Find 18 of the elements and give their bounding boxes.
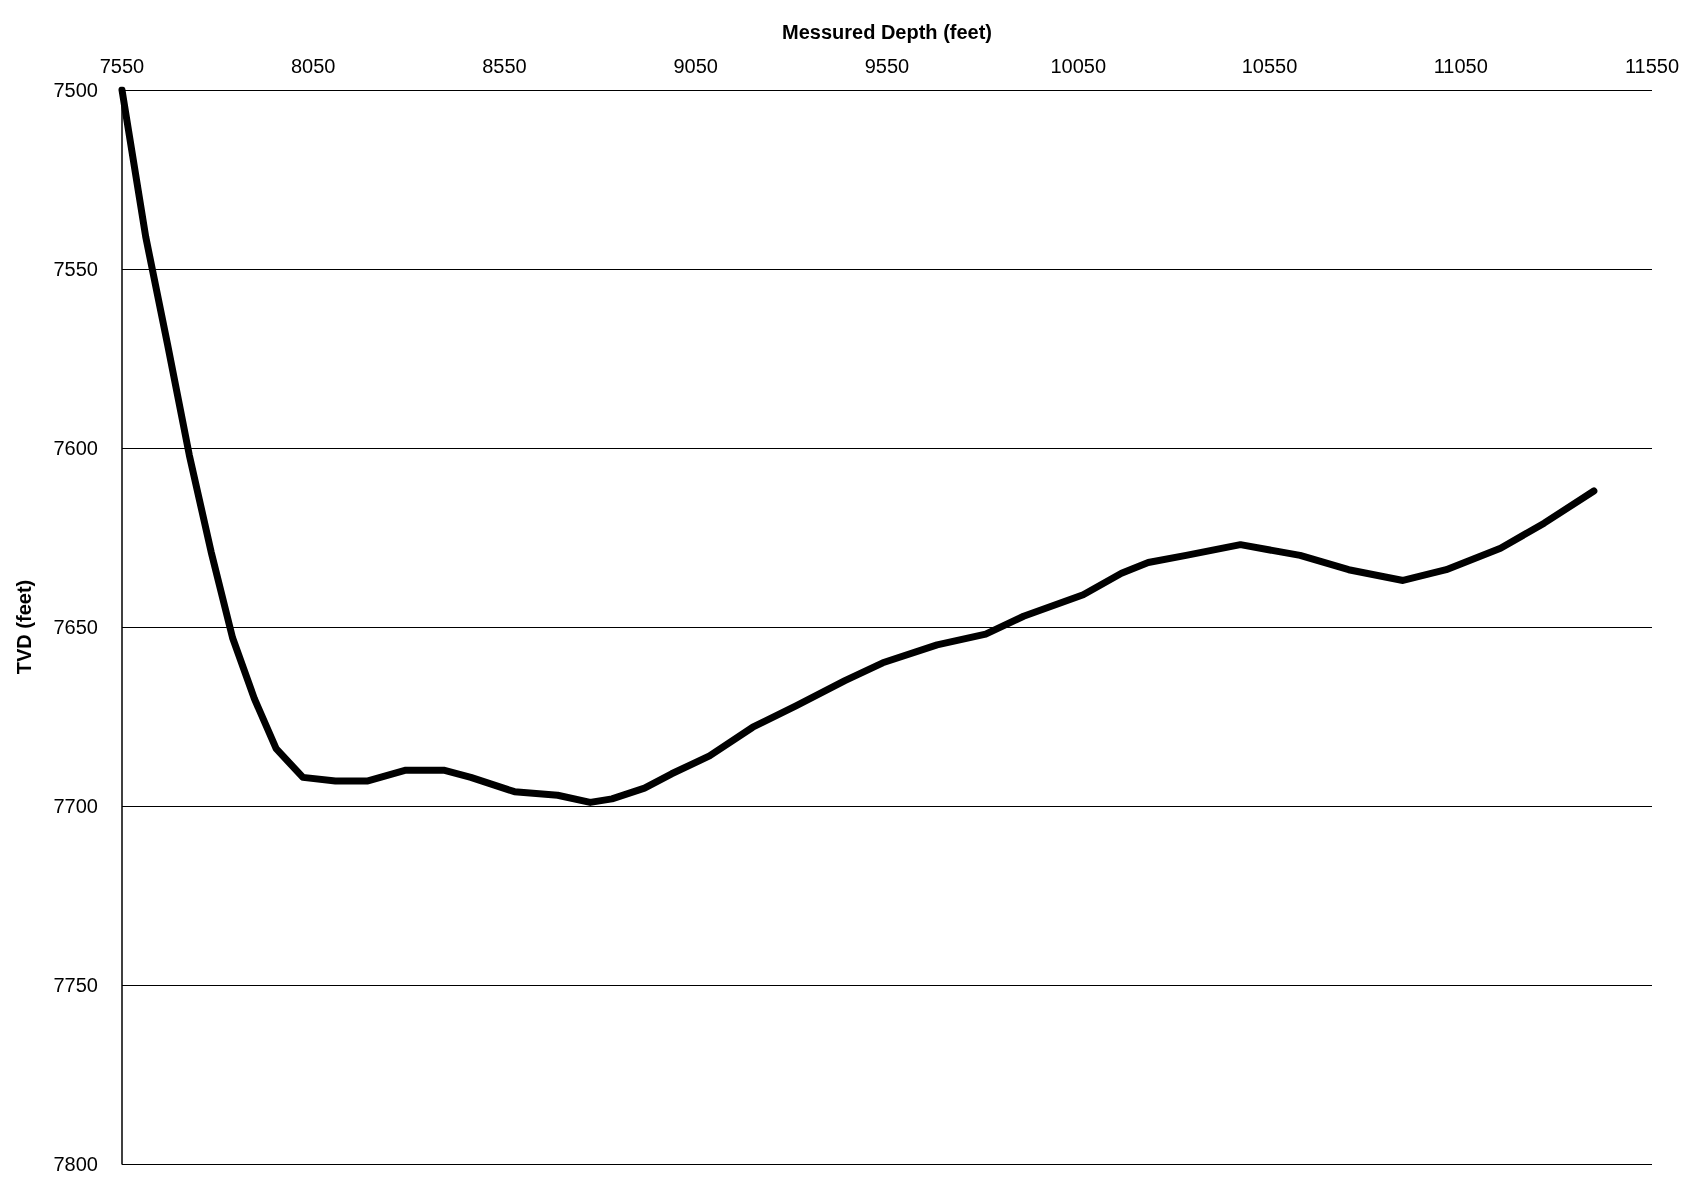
y-tick-label: 7600 xyxy=(53,437,98,459)
x-tick-label: 7550 xyxy=(99,55,145,77)
y-tick-label: 7700 xyxy=(53,795,98,817)
y-axis-title: TVD (feet) xyxy=(13,579,35,675)
x-tick-label: 8050 xyxy=(291,55,336,77)
x-tick-label: 9050 xyxy=(673,55,718,77)
y-tick-label: 7800 xyxy=(53,1153,98,1175)
x-axis-title: Messured Depth (feet) xyxy=(781,21,993,43)
y-tick-label: 7500 xyxy=(53,79,98,101)
x-tick-label: 10550 xyxy=(1241,55,1298,77)
y-tick-label: 7650 xyxy=(53,616,98,638)
x-tick-label: 11050 xyxy=(1433,55,1488,77)
x-tick-label: 8550 xyxy=(482,55,527,77)
x-tick-label: 11550 xyxy=(1624,55,1680,77)
x-tick-label: 9550 xyxy=(864,55,910,77)
x-tick-label: 10050 xyxy=(1050,55,1107,77)
y-tick-label: 7550 xyxy=(53,258,98,280)
y-tick-label: 7750 xyxy=(53,974,98,996)
